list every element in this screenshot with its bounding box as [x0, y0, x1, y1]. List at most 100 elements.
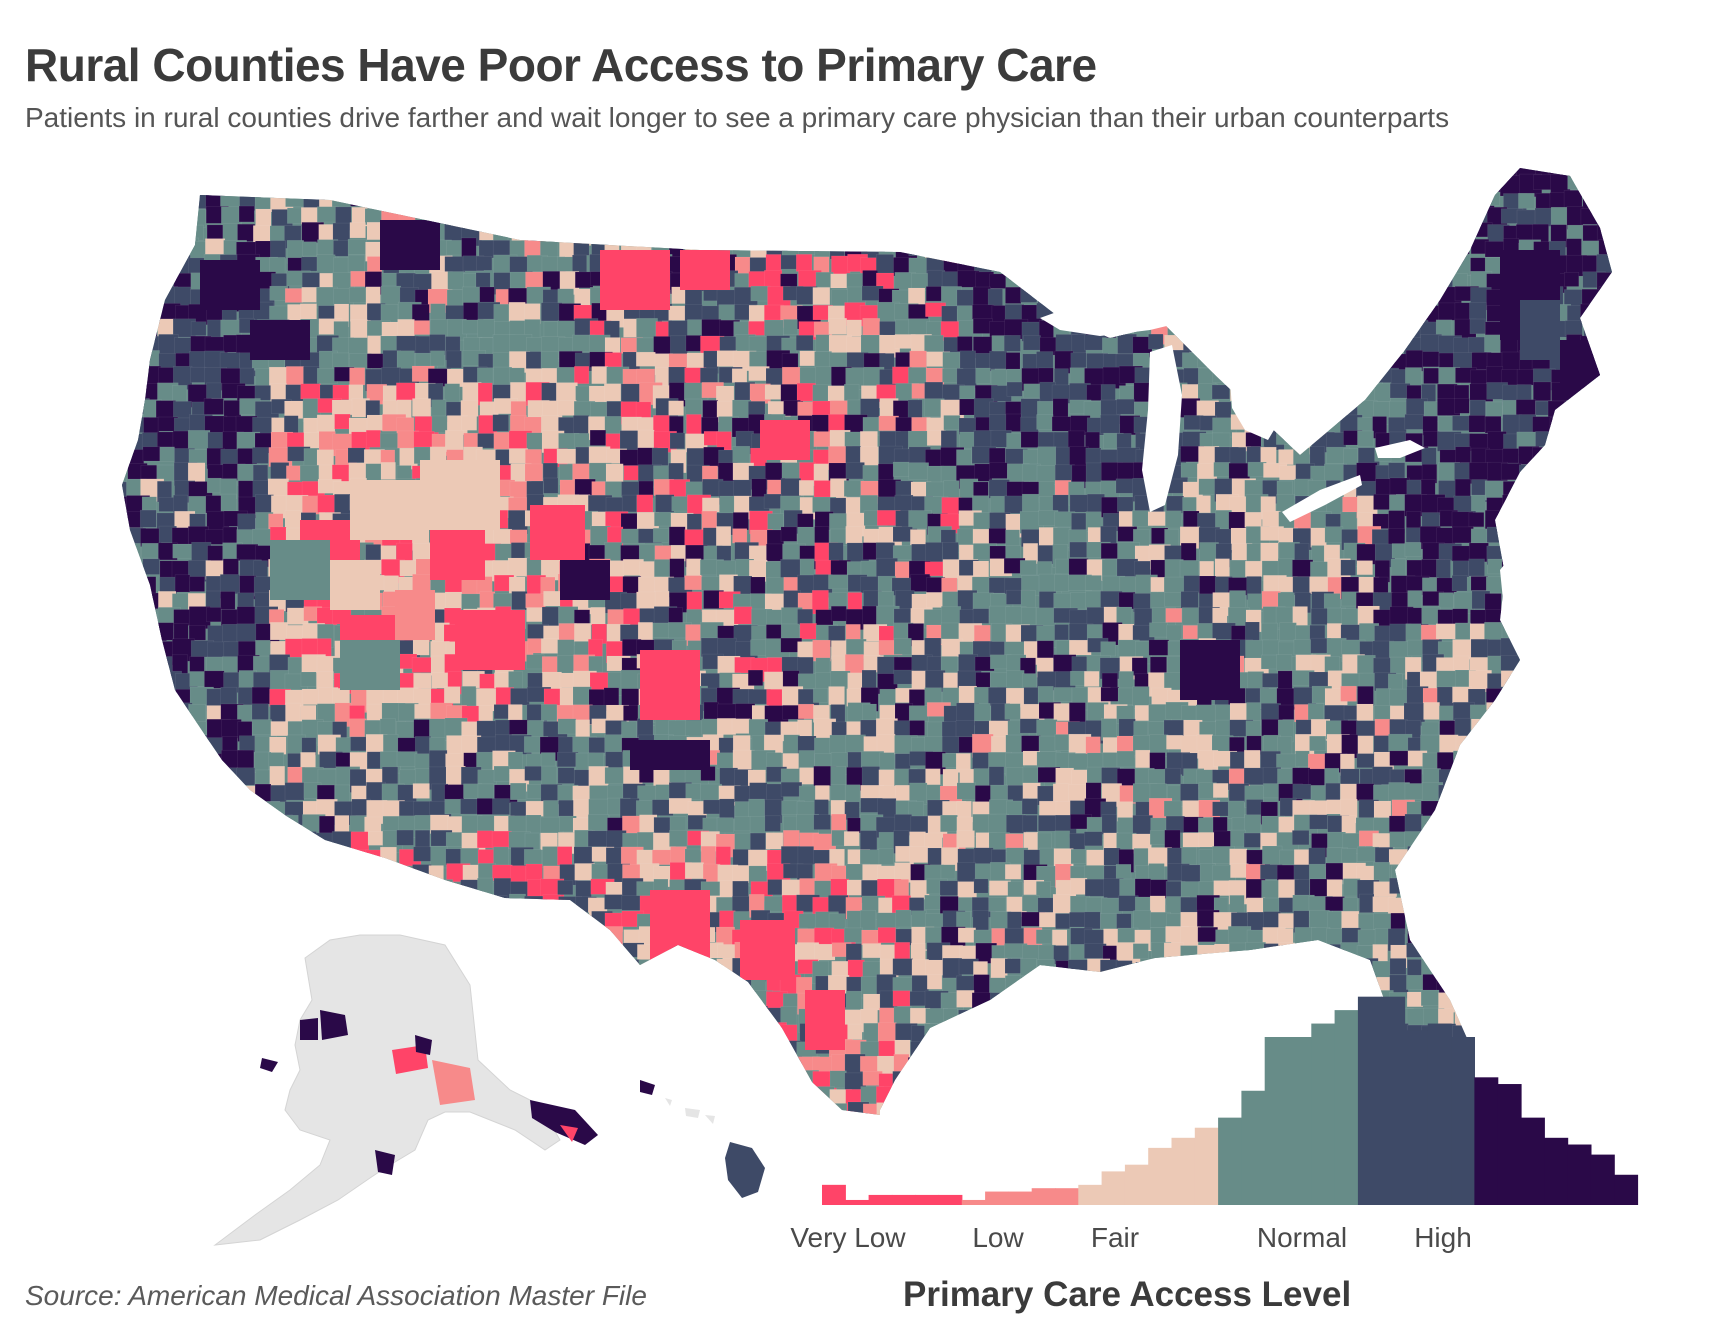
county-cell — [1579, 865, 1596, 890]
county-cell — [1407, 168, 1429, 184]
county-cell — [1182, 286, 1198, 306]
county-cell — [1613, 544, 1628, 560]
county-cell — [1132, 241, 1149, 264]
county-cell — [1547, 832, 1570, 854]
county-cell — [463, 193, 486, 213]
county-cell — [125, 625, 147, 644]
county-cell — [317, 703, 338, 723]
county-cell — [127, 350, 153, 371]
county-cell — [1438, 944, 1456, 969]
county-cell — [380, 190, 404, 210]
county-cell — [1468, 785, 1491, 809]
county-cell — [1323, 303, 1343, 327]
county-cell — [895, 480, 914, 496]
county-cell — [781, 462, 802, 479]
county-cell — [894, 225, 912, 245]
county-cell — [332, 384, 351, 400]
county-cell — [1486, 526, 1503, 543]
county-cell — [1327, 168, 1352, 179]
county-cell — [1453, 941, 1477, 959]
county-cell — [220, 168, 239, 184]
county-cell — [142, 912, 161, 932]
county-cell — [1230, 303, 1246, 326]
county-cell — [1486, 734, 1511, 757]
county-cell — [127, 750, 146, 768]
county-cell — [623, 190, 648, 209]
county-cell — [475, 960, 500, 985]
county-cell — [1468, 863, 1488, 882]
county-cell — [1310, 368, 1328, 389]
county-cell — [732, 735, 751, 752]
county-cell — [1580, 736, 1597, 758]
county-cell — [492, 798, 510, 815]
county-cell — [141, 641, 159, 662]
county-cell — [1532, 784, 1555, 806]
county-cell — [1533, 655, 1557, 674]
county-cell — [382, 895, 399, 918]
county-cell — [301, 862, 321, 880]
county-cell — [1453, 750, 1469, 772]
county-cell — [1613, 802, 1629, 817]
county-cell — [1583, 621, 1603, 642]
county-cell — [1373, 800, 1392, 819]
county-cell — [1502, 481, 1523, 506]
county-cell — [1535, 927, 1554, 946]
county-cell — [763, 168, 785, 183]
county-cell — [943, 190, 966, 214]
county-cell — [1580, 592, 1598, 614]
county-cell — [1565, 431, 1582, 447]
county-cell — [1407, 846, 1430, 864]
county-cell — [1567, 174, 1588, 190]
county-cell — [973, 974, 990, 995]
county-cell — [492, 957, 515, 974]
county-cell — [158, 927, 180, 944]
county-cell — [1263, 369, 1286, 386]
county-cell — [204, 174, 221, 193]
county-cell — [1197, 333, 1214, 353]
county-cell — [1292, 783, 1312, 800]
county-cell — [1499, 175, 1522, 197]
county-cell — [1054, 624, 1069, 641]
county-cell — [1596, 415, 1612, 432]
county-cell — [445, 191, 468, 211]
county-cell — [1532, 719, 1550, 741]
county-cell — [1423, 367, 1440, 384]
county-cell — [318, 176, 342, 197]
county-cell — [1102, 174, 1127, 198]
county-cell — [1199, 288, 1216, 305]
county-cell — [988, 896, 1007, 912]
county-cell — [317, 168, 339, 183]
county-cell — [927, 168, 950, 180]
county-cell — [652, 849, 673, 865]
county-cell — [140, 958, 163, 975]
county-cell — [1599, 559, 1612, 576]
county-cell — [1373, 254, 1390, 279]
county-cell — [1325, 977, 1345, 1000]
county-cell — [1517, 944, 1539, 961]
county-cell — [190, 321, 207, 336]
county-cell — [735, 225, 755, 247]
county-cell — [430, 350, 445, 367]
county-cell — [1567, 638, 1585, 655]
county-cell — [175, 168, 192, 181]
county-cell — [575, 976, 599, 996]
county-cell — [253, 912, 270, 933]
county-cell — [1036, 351, 1054, 371]
county-cell — [171, 799, 194, 815]
county-cell — [1548, 655, 1563, 671]
county-cell — [173, 960, 197, 979]
county-cell — [509, 975, 534, 1000]
county-cell — [523, 849, 542, 866]
county-cell — [1551, 544, 1572, 565]
county-cell — [1599, 657, 1612, 678]
county-cell — [1327, 222, 1345, 244]
county-cell — [173, 609, 191, 626]
county-cell — [220, 767, 238, 783]
county-cell — [847, 223, 864, 240]
county-cell — [1294, 976, 1318, 993]
county-cell — [347, 447, 366, 463]
county-cell — [619, 449, 639, 466]
county-cell — [1309, 735, 1327, 752]
county-cell — [190, 168, 211, 184]
county-cell — [924, 894, 941, 910]
